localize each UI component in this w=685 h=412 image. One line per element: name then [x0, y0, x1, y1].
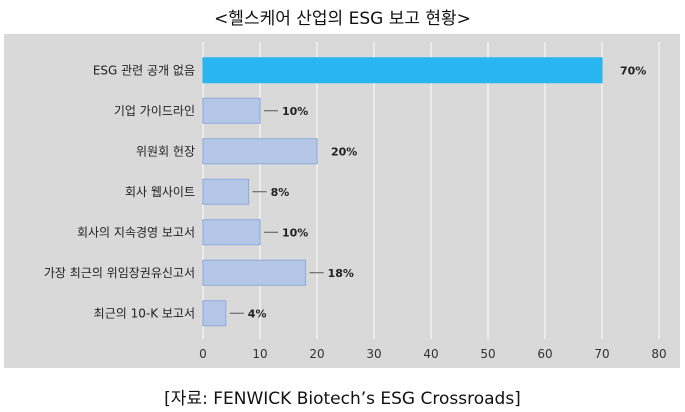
- bar: [202, 219, 261, 246]
- value-label: 8%: [271, 186, 290, 199]
- category-label: 가장 최근의 위임장권유신고서: [44, 266, 195, 280]
- chart-title: <헬스케어 산업의 ESG 보고 현황>: [214, 9, 471, 29]
- x-tick-label: 10: [252, 347, 267, 361]
- category-label: ESG 관련 공개 없음: [93, 63, 195, 77]
- bar: [202, 178, 250, 205]
- bar: [202, 259, 307, 286]
- plot-background: [4, 34, 680, 368]
- bar: [202, 300, 227, 327]
- value-label: 4%: [248, 307, 267, 320]
- x-tick-label: 20: [309, 347, 324, 361]
- bars: [202, 57, 603, 327]
- x-tick-label: 30: [366, 347, 381, 361]
- bar: [202, 97, 261, 124]
- category-label: 회사의 지속경영 보고서: [77, 225, 195, 239]
- x-tick-label: 50: [480, 347, 495, 361]
- value-labels: 70% 10% 20% 8% 10% 18% 4%: [229, 64, 646, 320]
- value-label: 70%: [620, 64, 646, 77]
- x-tick-label: 80: [651, 347, 666, 361]
- bar: [202, 57, 603, 84]
- category-label: 최근의 10-K 보고서: [94, 306, 195, 320]
- x-tick-label: 70: [594, 347, 609, 361]
- category-label: 회사 웹사이트: [125, 185, 195, 199]
- x-tick-label: 60: [537, 347, 552, 361]
- value-label: 10%: [282, 105, 308, 118]
- x-axis-ticks: 0 10 20 30 40 50 60 70 80: [199, 347, 666, 361]
- value-label: 10%: [282, 226, 308, 239]
- value-label: 18%: [328, 267, 354, 280]
- category-label: 기업 가이드라인: [114, 104, 195, 118]
- category-label: 위원회 헌장: [136, 144, 195, 158]
- value-label: 20%: [331, 145, 357, 158]
- x-tick-label: 40: [423, 347, 438, 361]
- bar: [202, 138, 318, 165]
- chart-source: [자료: FENWICK Biotech’s ESG Crossroads]: [164, 389, 521, 409]
- x-tick-label: 0: [199, 347, 207, 361]
